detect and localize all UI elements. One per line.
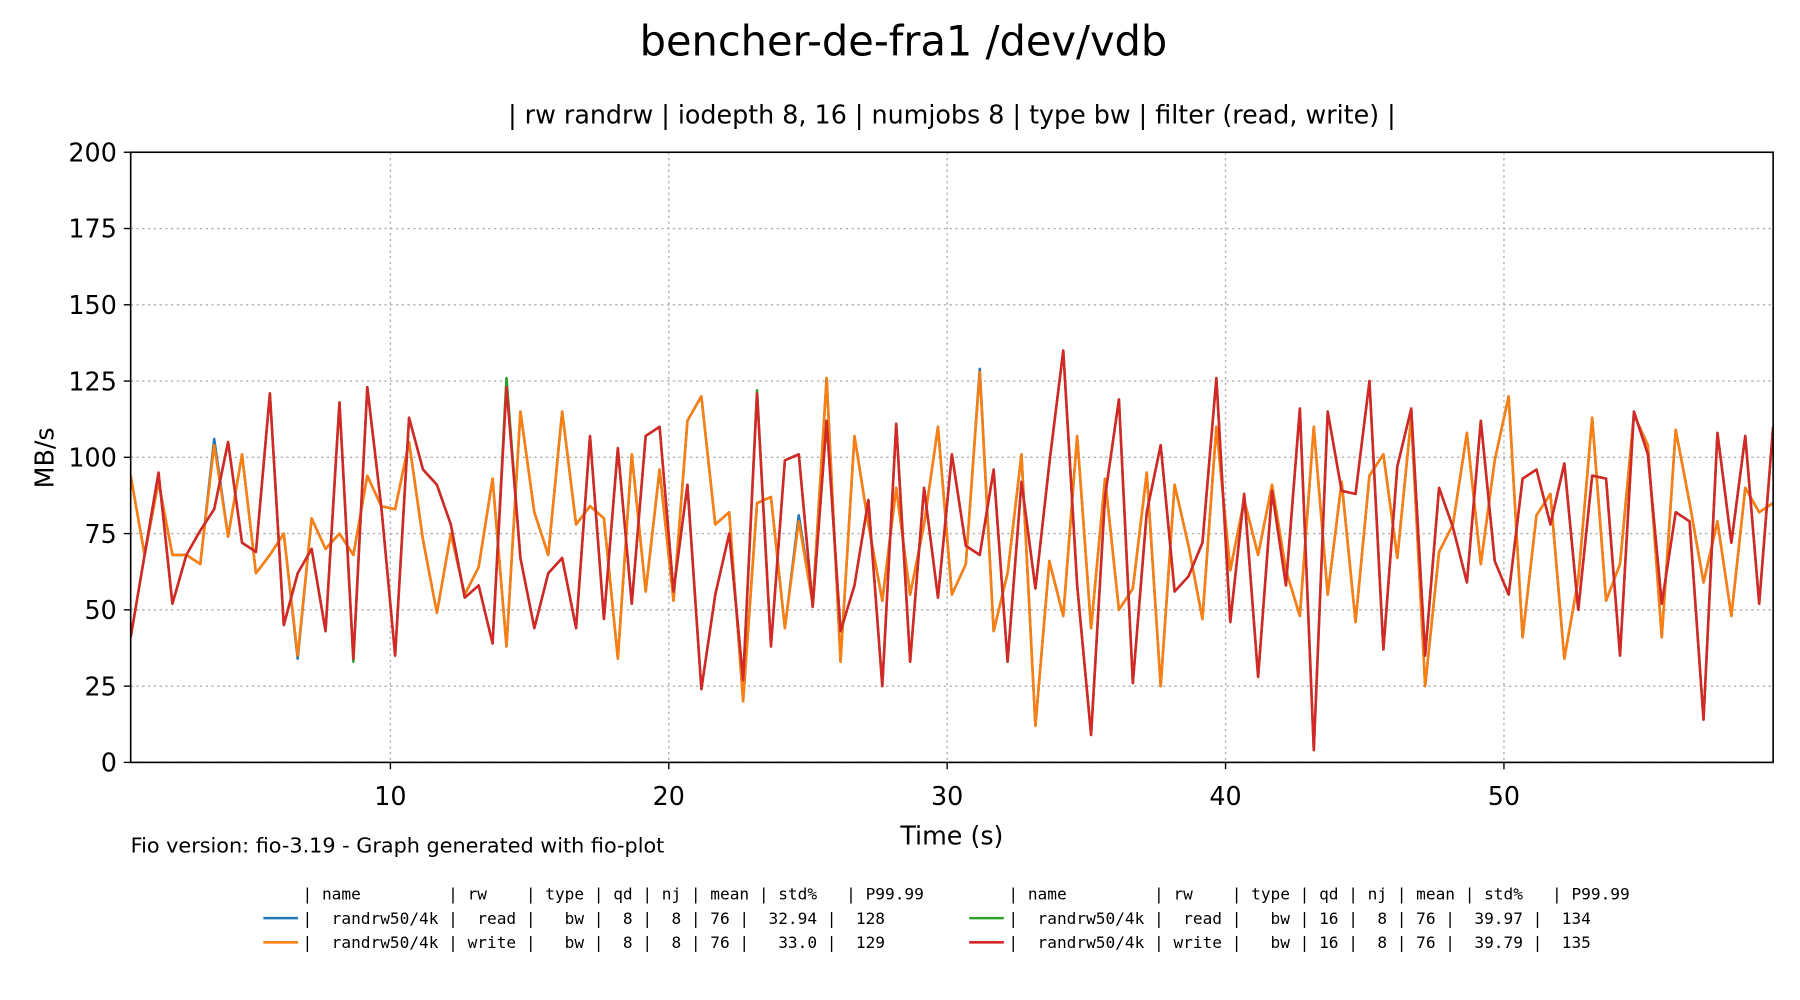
plot-frame: [129, 151, 1774, 764]
legend-label: | randrw50/4k | read | bw | 8 | 8 | 76 |…: [303, 909, 885, 928]
y-tick-label: 150: [68, 290, 116, 320]
y-tick-label: 200: [68, 137, 116, 167]
x-tick-label: 10: [374, 781, 406, 811]
y-tick-label: 125: [68, 366, 116, 396]
x-tick-label: 50: [1488, 781, 1520, 811]
y-tick-label: 100: [68, 443, 116, 473]
y-tick-label: 175: [68, 214, 116, 244]
y-tick-label: 75: [85, 519, 117, 549]
legend-header: | name | rw | type | qd | nj | mean | st…: [303, 885, 924, 904]
legend-label: | randrw50/4k | write | bw | 8 | 8 | 76 …: [303, 933, 885, 952]
footnote: Fio version: fio-3.19 - Graph generated …: [131, 833, 665, 857]
x-tick-label: 20: [653, 781, 685, 811]
x-tick-label: 30: [931, 781, 963, 811]
y-axis-label: MB/s: [29, 427, 59, 488]
chart-subtitle: | rw randrw | iodepth 8, 16 | numjobs 8 …: [508, 99, 1396, 129]
x-axis-label: Time (s): [899, 820, 1003, 850]
data-line: [130, 349, 1774, 752]
y-tick-label: 0: [101, 748, 117, 778]
x-tick-label: 40: [1209, 781, 1241, 811]
legend-label: | randrw50/4k | read | bw | 16 | 8 | 76 …: [1008, 909, 1590, 928]
y-tick-label: 50: [85, 595, 117, 625]
legend-label: | randrw50/4k | write | bw | 16 | 8 | 76…: [1008, 933, 1590, 952]
data-line: [130, 370, 1774, 728]
legend-header: | name | rw | type | qd | nj | mean | st…: [1008, 885, 1629, 904]
chart-title: bencher-de-fra1 /dev/vdb: [640, 16, 1168, 65]
y-tick-label: 25: [85, 671, 117, 701]
